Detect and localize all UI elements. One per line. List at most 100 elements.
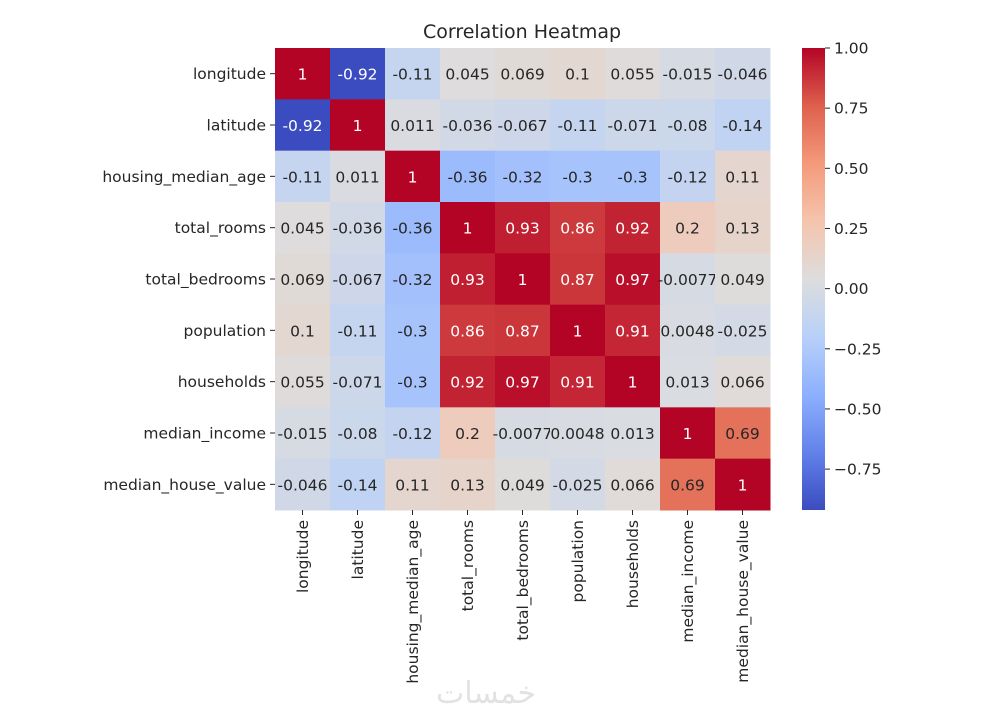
colorbar-tick-label: 0.50 bbox=[834, 160, 869, 178]
heatmap-cell bbox=[330, 48, 386, 100]
cell-annotation: 0.2 bbox=[455, 425, 480, 443]
cell-annotation: -0.3 bbox=[397, 374, 427, 392]
heatmap-cell bbox=[385, 99, 441, 152]
heatmap-cell bbox=[440, 356, 496, 408]
cell-annotation: -0.067 bbox=[333, 271, 383, 289]
heatmap-cell bbox=[495, 304, 551, 357]
heatmap-cell bbox=[660, 458, 716, 511]
cell-annotation: 0.049 bbox=[720, 271, 764, 289]
heatmap-cell bbox=[495, 458, 551, 511]
cell-annotation: 0.86 bbox=[560, 220, 595, 238]
cell-annotation: 1 bbox=[408, 168, 418, 186]
cell-annotation: 0.69 bbox=[670, 476, 705, 494]
heatmap-cell bbox=[660, 356, 716, 408]
heatmap-cell bbox=[330, 304, 386, 357]
y-tick-label: latitude bbox=[207, 117, 266, 135]
cell-annotation: 1 bbox=[463, 220, 473, 238]
heatmap-cell bbox=[440, 48, 496, 100]
heatmap-cell bbox=[715, 304, 771, 357]
cell-annotation: -0.92 bbox=[282, 117, 322, 135]
cell-annotation: -0.025 bbox=[553, 476, 603, 494]
heatmap-cell bbox=[275, 253, 331, 306]
cell-annotation: -0.0077 bbox=[658, 271, 718, 289]
cell-annotation: 0.013 bbox=[610, 425, 654, 443]
x-tick-label: total_rooms bbox=[459, 520, 478, 611]
heatmap-cell bbox=[660, 150, 716, 203]
colorbar-tick-label: 0.75 bbox=[834, 100, 869, 118]
x-axis-labels: longitude latitude housing_median_age total… bbox=[294, 510, 753, 684]
heatmap-cell bbox=[330, 458, 386, 511]
x-tick-label: housing_median_age bbox=[404, 520, 423, 684]
heatmap-cell bbox=[385, 150, 441, 203]
cell-annotation: -0.015 bbox=[663, 66, 713, 84]
heatmap-cell bbox=[385, 253, 441, 306]
heatmap-cell bbox=[605, 202, 661, 254]
cell-annotation: 0.055 bbox=[610, 66, 654, 84]
cell-annotation: 0.045 bbox=[280, 220, 324, 238]
y-tick-label: housing_median_age bbox=[102, 168, 266, 187]
heatmap-cell bbox=[495, 99, 551, 152]
cell-annotation: 0.92 bbox=[450, 374, 485, 392]
heatmap-cell bbox=[275, 407, 331, 460]
heatmap-cell bbox=[660, 202, 716, 254]
heatmap-cell bbox=[385, 458, 441, 511]
cell-annotation: -0.3 bbox=[562, 168, 592, 186]
cell-annotation: 0.11 bbox=[725, 168, 760, 186]
heatmap-cell bbox=[715, 356, 771, 408]
heatmap-cell bbox=[660, 99, 716, 152]
heatmap-cell bbox=[550, 48, 606, 100]
cell-annotation: 0.97 bbox=[505, 374, 540, 392]
cell-annotation: 0.045 bbox=[445, 66, 489, 84]
x-tick-label: total_bedrooms bbox=[514, 520, 533, 641]
heatmap-cell bbox=[715, 458, 771, 511]
heatmap-cell bbox=[715, 253, 771, 306]
cell-annotation: -0.071 bbox=[608, 117, 658, 135]
cell-annotation: 0.2 bbox=[675, 220, 700, 238]
heatmap-cells: 1 -0.92 -0.11 0.045 0.069 0.1 0.055 -0.015 -0.04… bbox=[275, 48, 771, 511]
heatmap-cell bbox=[385, 48, 441, 100]
cell-annotation: 0.87 bbox=[505, 322, 540, 340]
cell-annotation: 0.0048 bbox=[550, 425, 604, 443]
heatmap-cell bbox=[330, 202, 386, 254]
cell-annotation: -0.08 bbox=[337, 425, 377, 443]
chart-title: Correlation Heatmap bbox=[423, 21, 621, 43]
cell-annotation: 0.87 bbox=[560, 271, 595, 289]
heatmap-cell bbox=[275, 202, 331, 254]
heatmap-cell bbox=[715, 150, 771, 203]
cell-annotation: 1 bbox=[683, 425, 693, 443]
cell-annotation: 0.91 bbox=[615, 322, 650, 340]
heatmap-cell bbox=[385, 202, 441, 254]
heatmap-cell bbox=[495, 356, 551, 408]
cell-annotation: -0.14 bbox=[337, 476, 377, 494]
cell-annotation: -0.046 bbox=[718, 66, 768, 84]
cell-annotation: 0.86 bbox=[450, 322, 485, 340]
colorbar-tick-label: 1.00 bbox=[834, 40, 869, 58]
heatmap-cell bbox=[330, 356, 386, 408]
heatmap-cell bbox=[550, 253, 606, 306]
heatmap-cell bbox=[330, 407, 386, 460]
heatmap-cell bbox=[495, 150, 551, 203]
heatmap-cell bbox=[275, 48, 331, 100]
heatmap-cell bbox=[275, 150, 331, 203]
cell-annotation: 0.069 bbox=[500, 66, 544, 84]
x-tick-label: households bbox=[624, 520, 642, 608]
cell-annotation: 0.066 bbox=[720, 374, 764, 392]
cell-annotation: -0.071 bbox=[333, 374, 383, 392]
colorbar-tick-label: −0.25 bbox=[834, 340, 882, 358]
heatmap-cell bbox=[605, 458, 661, 511]
cell-annotation: 0.0048 bbox=[660, 322, 714, 340]
heatmap-cell bbox=[605, 304, 661, 357]
heatmap-cell bbox=[440, 99, 496, 152]
heatmap-cell bbox=[715, 48, 771, 100]
heatmap-cell bbox=[275, 356, 331, 408]
colorbar-tick-label: 0.00 bbox=[834, 280, 869, 298]
y-tick-label: longitude bbox=[193, 65, 266, 83]
cell-annotation: 1 bbox=[518, 271, 528, 289]
heatmap-cell bbox=[440, 202, 496, 254]
cell-annotation: -0.36 bbox=[447, 168, 487, 186]
heatmap-cell bbox=[660, 48, 716, 100]
y-tick-label: population bbox=[184, 322, 266, 340]
cell-annotation: 0.92 bbox=[615, 220, 650, 238]
heatmap-cell bbox=[550, 407, 606, 460]
heatmap-cell bbox=[440, 407, 496, 460]
